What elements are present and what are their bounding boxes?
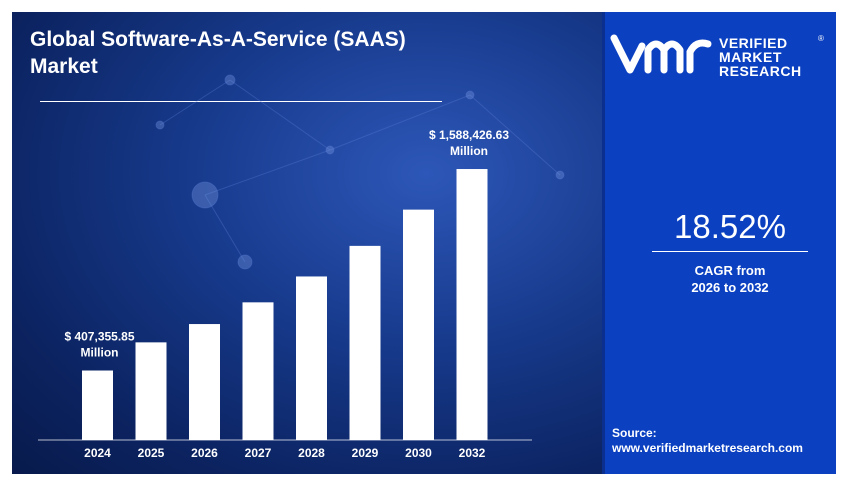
bar-2026 xyxy=(189,324,220,440)
registered-mark: ® xyxy=(818,34,824,43)
cagr-divider xyxy=(652,251,808,252)
brand-line-3: RESEARCH xyxy=(719,63,802,79)
x-tick-labels: 2024 2025 2026 2027 2028 2029 2030 2032 xyxy=(84,446,486,460)
tick-label-2024: 2024 xyxy=(84,446,111,460)
vmr-logo-icon xyxy=(610,34,712,74)
data-label-2024-2: Million xyxy=(81,346,119,360)
title-line-1: Global Software-As-A-Service (SAAS) xyxy=(30,28,406,51)
source-credit: Source: www.verifiedmarketresearch.com xyxy=(612,426,803,456)
bar-2029 xyxy=(349,245,381,440)
network-decoration xyxy=(155,74,565,270)
cagr-label-line-2: 2026 to 2032 xyxy=(691,280,769,295)
tick-label-2027: 2027 xyxy=(245,446,272,460)
brand-line-2: MARKET xyxy=(719,49,782,65)
tick-label-2028: 2028 xyxy=(298,446,325,460)
source-url: www.verifiedmarketresearch.com xyxy=(612,441,803,455)
page-title: Global Software-As-A-Service (SAAS) Mark… xyxy=(30,26,550,80)
bar-2027 xyxy=(242,302,274,440)
panel-divider xyxy=(602,12,605,474)
tick-label-2029: 2029 xyxy=(352,446,379,460)
data-label-2032-1: $ 1,588,426.63 xyxy=(429,128,509,142)
bar-2024 xyxy=(82,370,113,440)
cagr-label-line-1: CAGR from xyxy=(694,263,766,278)
data-label-2032-2: Million xyxy=(450,144,488,158)
cagr-value: 18.52% xyxy=(674,208,786,245)
data-annotations: $ 407,355.85 Million $ 1,588,426.63 Million xyxy=(64,128,509,359)
data-label-2024-1: $ 407,355.85 xyxy=(64,330,134,344)
tick-label-2026: 2026 xyxy=(191,446,218,460)
tick-label-2025: 2025 xyxy=(138,446,165,460)
bars-group xyxy=(82,169,488,440)
brand-name: VERIFIED MARKET RESEARCH xyxy=(719,36,802,78)
cagr-label: CAGR from 2026 to 2032 xyxy=(640,262,820,296)
brand-line-1: VERIFIED xyxy=(719,35,788,51)
tick-label-2032: 2032 xyxy=(459,446,486,460)
title-line-2: Market xyxy=(30,55,98,78)
bar-2025 xyxy=(135,342,167,440)
side-panel xyxy=(604,12,836,474)
title-underline xyxy=(40,101,442,102)
bar-2030 xyxy=(403,209,434,440)
bar-2032 xyxy=(456,169,488,440)
bar-2028 xyxy=(296,276,327,440)
source-label: Source: xyxy=(612,426,657,440)
tick-label-2030: 2030 xyxy=(405,446,432,460)
